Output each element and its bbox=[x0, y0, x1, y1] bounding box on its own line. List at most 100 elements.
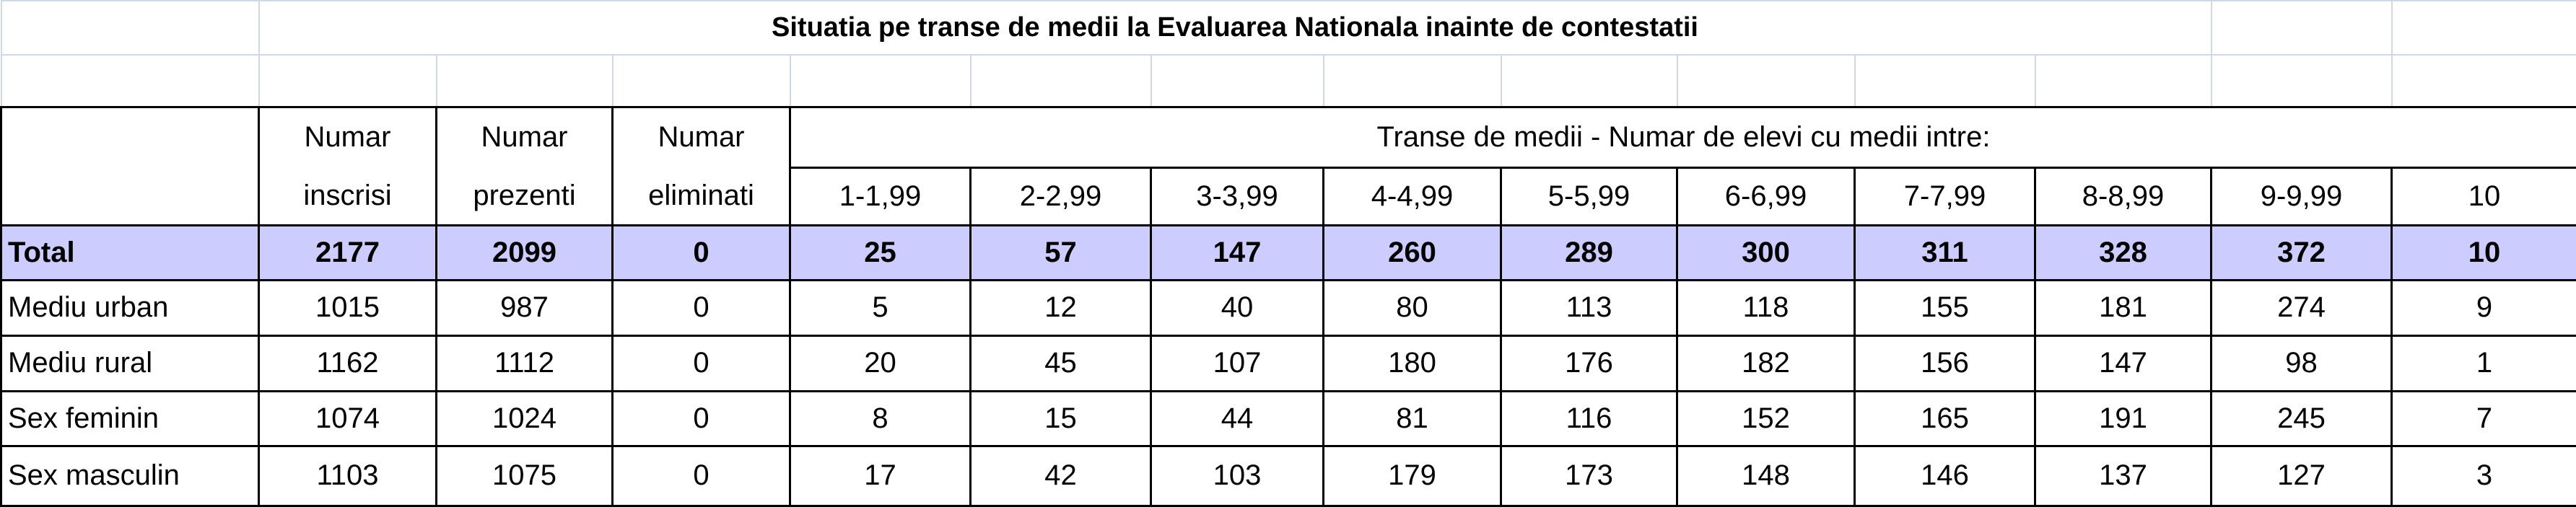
cell bbox=[1677, 55, 1855, 107]
cell bbox=[2392, 1, 2576, 55]
cell bbox=[2035, 55, 2212, 107]
value-cell: 17 bbox=[790, 446, 971, 506]
value-cell: 181 bbox=[2035, 280, 2212, 335]
value-cell: 0 bbox=[613, 335, 790, 391]
value-cell: 0 bbox=[613, 225, 790, 280]
value-cell: 15 bbox=[971, 391, 1151, 446]
value-cell: 372 bbox=[2212, 225, 2392, 280]
value-cell: 1162 bbox=[259, 335, 437, 391]
value-cell: 8 bbox=[790, 391, 971, 446]
cell bbox=[1, 107, 259, 225]
value-cell: 10 bbox=[2392, 225, 2576, 280]
value-cell: 42 bbox=[971, 446, 1151, 506]
cell bbox=[613, 55, 790, 107]
cell bbox=[2212, 55, 2392, 107]
value-cell: 127 bbox=[2212, 446, 2392, 506]
value-cell: 176 bbox=[1501, 335, 1677, 391]
value-cell: 81 bbox=[1324, 391, 1501, 446]
value-cell: 311 bbox=[1855, 225, 2035, 280]
cell bbox=[1, 55, 259, 107]
value-cell: 156 bbox=[1855, 335, 2035, 391]
row-label: Total bbox=[1, 225, 259, 280]
value-cell: 0 bbox=[613, 391, 790, 446]
title: Situatia pe transe de medii la Evaluarea… bbox=[259, 1, 2212, 55]
value-cell: 1112 bbox=[437, 335, 613, 391]
header-cell: 1-1,99 bbox=[790, 167, 971, 225]
cell bbox=[2212, 1, 2392, 55]
value-cell: 98 bbox=[2212, 335, 2392, 391]
value-cell: 987 bbox=[437, 280, 613, 335]
header-cell: Numar bbox=[613, 107, 790, 167]
header-cell: 5-5,99 bbox=[1501, 167, 1677, 225]
value-cell: 152 bbox=[1677, 391, 1855, 446]
value-cell: 1075 bbox=[437, 446, 613, 506]
value-cell: 179 bbox=[1324, 446, 1501, 506]
header-cell: Numar bbox=[437, 107, 613, 167]
value-cell: 1 bbox=[2392, 335, 2576, 391]
value-cell: 113 bbox=[1501, 280, 1677, 335]
value-cell: 165 bbox=[1855, 391, 2035, 446]
header-cell: Transe de medii - Numar de elevi cu medi… bbox=[790, 107, 2576, 167]
value-cell: 137 bbox=[2035, 446, 2212, 506]
cell bbox=[1, 1, 259, 55]
value-cell: 146 bbox=[1855, 446, 2035, 506]
value-cell: 40 bbox=[1151, 280, 1324, 335]
value-cell: 289 bbox=[1501, 225, 1677, 280]
value-cell: 300 bbox=[1677, 225, 1855, 280]
cell bbox=[971, 55, 1151, 107]
value-cell: 1024 bbox=[437, 391, 613, 446]
cell bbox=[1501, 55, 1677, 107]
header-cell: 10 bbox=[2392, 167, 2576, 225]
header-cell: 6-6,99 bbox=[1677, 167, 1855, 225]
value-cell: 107 bbox=[1151, 335, 1324, 391]
value-cell: 57 bbox=[971, 225, 1151, 280]
value-cell: 44 bbox=[1151, 391, 1324, 446]
cell bbox=[2392, 55, 2576, 107]
header-cell: prezenti bbox=[437, 167, 613, 225]
cell bbox=[1151, 55, 1324, 107]
row-label: Mediu rural bbox=[1, 335, 259, 391]
header-cell: 7-7,99 bbox=[1855, 167, 2035, 225]
value-cell: 155 bbox=[1855, 280, 2035, 335]
value-cell: 118 bbox=[1677, 280, 1855, 335]
value-cell: 2177 bbox=[259, 225, 437, 280]
table-row: Situatia pe transe de medii la Evaluarea… bbox=[1, 1, 2576, 55]
header-cell: Numar bbox=[259, 107, 437, 167]
value-cell: 12 bbox=[971, 280, 1151, 335]
header-cell: 2-2,99 bbox=[971, 167, 1151, 225]
value-cell: 7 bbox=[2392, 391, 2576, 446]
value-cell: 0 bbox=[613, 446, 790, 506]
value-cell: 116 bbox=[1501, 391, 1677, 446]
row-label: Sex feminin bbox=[1, 391, 259, 446]
value-cell: 245 bbox=[2212, 391, 2392, 446]
cell bbox=[437, 55, 613, 107]
value-cell: 25 bbox=[790, 225, 971, 280]
header-cell: 8-8,99 bbox=[2035, 167, 2212, 225]
header-cell: 9-9,99 bbox=[2212, 167, 2392, 225]
table-row bbox=[1, 55, 2576, 107]
value-cell: 103 bbox=[1151, 446, 1324, 506]
value-cell: 9 bbox=[2392, 280, 2576, 335]
cell bbox=[259, 55, 437, 107]
cell bbox=[1855, 55, 2035, 107]
cell bbox=[790, 55, 971, 107]
value-cell: 1103 bbox=[259, 446, 437, 506]
value-cell: 182 bbox=[1677, 335, 1855, 391]
value-cell: 274 bbox=[2212, 280, 2392, 335]
header-cell: 3-3,99 bbox=[1151, 167, 1324, 225]
value-cell: 45 bbox=[971, 335, 1151, 391]
cell bbox=[1324, 55, 1501, 107]
value-cell: 1015 bbox=[259, 280, 437, 335]
value-cell: 147 bbox=[1151, 225, 1324, 280]
header-cell: inscrisi bbox=[259, 167, 437, 225]
value-cell: 260 bbox=[1324, 225, 1501, 280]
